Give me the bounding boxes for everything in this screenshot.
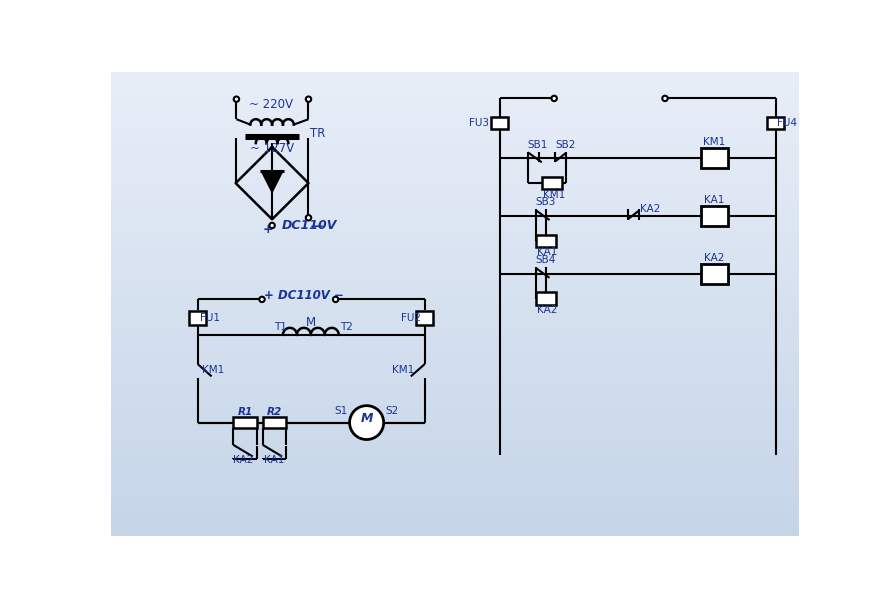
Text: R2: R2 — [267, 407, 282, 417]
Circle shape — [349, 406, 384, 439]
Text: R1: R1 — [237, 407, 253, 417]
Bar — [233, 417, 256, 428]
Text: + DC110V −: + DC110V − — [264, 289, 344, 302]
Polygon shape — [261, 171, 283, 193]
Bar — [416, 311, 432, 325]
Text: T2: T2 — [340, 322, 353, 332]
Circle shape — [269, 223, 275, 228]
Bar — [766, 117, 783, 129]
Circle shape — [332, 297, 338, 302]
Text: FU1: FU1 — [199, 313, 220, 323]
Text: KA1: KA1 — [537, 247, 557, 258]
Text: FU4: FU4 — [776, 118, 797, 128]
Text: KA1: KA1 — [703, 195, 724, 205]
Bar — [701, 149, 727, 169]
Text: SB2: SB2 — [555, 140, 575, 150]
Circle shape — [259, 297, 264, 302]
Bar — [262, 417, 285, 428]
Text: KA2: KA2 — [703, 253, 724, 263]
Circle shape — [233, 96, 239, 102]
Text: +: + — [262, 223, 273, 236]
Text: KA2: KA2 — [537, 305, 557, 315]
Text: FU2: FU2 — [401, 313, 421, 323]
Text: KM1: KM1 — [392, 365, 414, 375]
Text: M: M — [306, 316, 315, 329]
Text: SB4: SB4 — [535, 255, 556, 265]
Text: ~ 127V: ~ 127V — [250, 142, 294, 155]
Text: T1: T1 — [273, 322, 286, 332]
Text: FU3: FU3 — [469, 118, 488, 128]
Bar — [701, 206, 727, 226]
Text: SB3: SB3 — [535, 197, 556, 207]
Text: —: — — [310, 220, 323, 233]
Text: S1: S1 — [334, 406, 346, 416]
Bar — [491, 117, 508, 129]
Text: KA1: KA1 — [264, 455, 284, 465]
Text: KA2: KA2 — [233, 455, 253, 465]
Text: TR: TR — [310, 126, 325, 140]
Bar — [535, 293, 556, 305]
Text: KM1: KM1 — [703, 137, 725, 147]
Bar — [701, 264, 727, 284]
Text: S2: S2 — [385, 406, 398, 416]
Circle shape — [306, 96, 311, 102]
Circle shape — [662, 96, 667, 101]
Text: DC110V: DC110V — [281, 219, 337, 232]
Bar — [535, 235, 556, 247]
Bar — [189, 311, 206, 325]
Text: KM1: KM1 — [201, 365, 223, 375]
Text: KA2: KA2 — [640, 203, 660, 214]
Circle shape — [551, 96, 556, 101]
Text: SB1: SB1 — [527, 140, 548, 150]
Text: KM1: KM1 — [543, 190, 565, 200]
Text: M: M — [360, 412, 372, 425]
Circle shape — [306, 215, 311, 220]
Text: ~ 220V: ~ 220V — [249, 98, 292, 111]
Bar — [541, 177, 562, 189]
